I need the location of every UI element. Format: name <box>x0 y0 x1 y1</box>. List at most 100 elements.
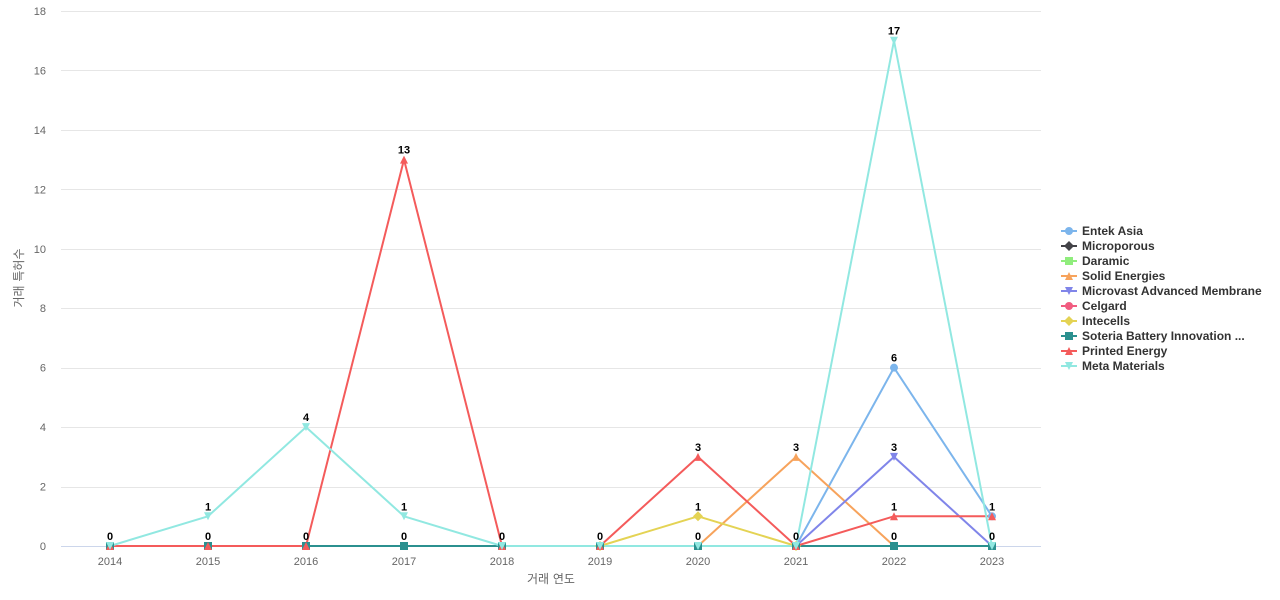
data-point-printed-energy <box>694 452 702 461</box>
legend-marker-icon <box>1065 272 1073 280</box>
data-label: 1 <box>891 501 897 513</box>
legend-marker-icon <box>1065 362 1073 370</box>
data-label: 4 <box>303 412 310 424</box>
legend-item-printed-energy[interactable]: Printed Energy <box>1061 344 1168 358</box>
legend-label: Entek Asia <box>1082 224 1143 238</box>
data-point-solid-energies <box>792 452 800 461</box>
legend-label: Daramic <box>1082 254 1130 268</box>
data-point-printed-energy <box>890 512 898 521</box>
series-line-meta-materials <box>109 39 993 547</box>
y-tick-label: 8 <box>40 303 46 315</box>
data-point-printed-energy <box>400 155 408 164</box>
data-point-meta-materials <box>106 542 114 550</box>
data-label: 1 <box>989 501 995 513</box>
data-label: 0 <box>303 531 309 543</box>
data-point-printed-energy <box>204 542 212 550</box>
data-point-meta-materials <box>694 542 702 550</box>
y-tick-label: 18 <box>34 6 46 18</box>
data-label: 3 <box>793 442 799 454</box>
data-point-intecells <box>693 511 703 522</box>
legend-label: Solid Energies <box>1082 269 1166 283</box>
data-label: 1 <box>205 501 211 513</box>
data-point-entek-asia <box>890 363 898 372</box>
x-tick-label: 2022 <box>882 556 906 568</box>
data-label: 17 <box>888 26 900 38</box>
data-point-meta-materials <box>890 36 898 45</box>
data-point-printed-energy <box>988 512 996 521</box>
legend-marker-icon <box>1065 227 1073 235</box>
y-tick-label: 10 <box>34 244 46 256</box>
data-point-microvast-advanced-membrane <box>890 452 898 461</box>
x-tick-label: 2019 <box>588 556 612 568</box>
data-label: 0 <box>793 531 799 543</box>
legend-marker-icon <box>1064 241 1074 251</box>
series-lines <box>109 39 993 547</box>
data-label: 0 <box>401 531 407 543</box>
data-label: 3 <box>695 442 701 454</box>
data-label: 1 <box>695 501 701 513</box>
x-tick-label: 2017 <box>392 556 416 568</box>
data-label: 0 <box>597 531 603 543</box>
x-tick-label: 2021 <box>784 556 808 568</box>
y-tick-label: 2 <box>40 482 46 494</box>
legend-label: Intecells <box>1082 314 1130 328</box>
series-markers <box>106 36 996 551</box>
data-point-meta-materials <box>792 542 800 550</box>
y-tick-label: 4 <box>40 422 46 434</box>
data-point-meta-materials <box>400 512 408 521</box>
x-tick-label: 2020 <box>686 556 710 568</box>
legend-item-celgard[interactable]: Celgard <box>1061 299 1127 313</box>
legend-label: Celgard <box>1082 299 1127 313</box>
legend-marker-icon <box>1065 287 1073 295</box>
legend-item-soteria-battery-innovation[interactable]: Soteria Battery Innovation ... <box>1061 329 1245 343</box>
legend-item-entek-asia[interactable]: Entek Asia <box>1061 224 1143 238</box>
legend-label: Soteria Battery Innovation ... <box>1082 329 1245 343</box>
data-label: 0 <box>891 531 897 543</box>
legend-marker-icon <box>1065 302 1073 310</box>
data-labels: 0 1 0 4 0 13 1 0 0 0 3 1 0 3 0 17 6 3 1 0 1 0 <box>107 26 995 543</box>
data-label: 0 <box>205 531 211 543</box>
data-point-meta-materials <box>498 542 506 550</box>
legend-item-solid-energies[interactable]: Solid Energies <box>1061 269 1166 283</box>
y-tick-label: 12 <box>34 184 46 196</box>
data-label: 0 <box>695 531 701 543</box>
legend-item-microporous[interactable]: Microporous <box>1061 239 1155 253</box>
y-tick-label: 0 <box>40 541 46 553</box>
data-label: 1 <box>401 501 407 513</box>
data-point-soteria-battery-innovation <box>400 542 408 550</box>
y-tick-label: 16 <box>34 65 46 77</box>
data-point-meta-materials <box>596 542 604 550</box>
legend-item-daramic[interactable]: Daramic <box>1061 254 1130 268</box>
legend-item-microvast-advanced-membrane[interactable]: Microvast Advanced Membrane <box>1061 284 1262 298</box>
legend-marker-icon <box>1065 332 1073 340</box>
data-label: 3 <box>891 442 897 454</box>
data-label: 0 <box>989 531 995 543</box>
legend-marker-icon <box>1064 316 1074 326</box>
data-label: 0 <box>499 531 505 543</box>
data-point-soteria-battery-innovation <box>890 542 898 550</box>
x-tick-label: 2014 <box>98 556 122 568</box>
x-tick-label: 2018 <box>490 556 514 568</box>
legend-label: Meta Materials <box>1082 359 1165 373</box>
legend-label: Microvast Advanced Membrane <box>1082 284 1262 298</box>
data-label: 0 <box>107 531 113 543</box>
legend-item-meta-materials[interactable]: Meta Materials <box>1061 359 1165 373</box>
data-point-printed-energy <box>302 542 310 550</box>
y-tick-label: 6 <box>40 363 46 375</box>
y-axis-title: 거래 특허수 <box>12 248 26 307</box>
data-point-meta-materials <box>302 423 310 432</box>
legend-item-intecells[interactable]: Intecells <box>1061 314 1130 328</box>
data-point-meta-materials <box>988 542 996 550</box>
data-label: 6 <box>891 353 897 365</box>
x-axis-title: 거래 연도 <box>527 572 575 586</box>
legend-marker-icon <box>1065 257 1073 265</box>
x-tick-label: 2023 <box>980 556 1004 568</box>
y-axis: 0 2 4 6 8 10 12 14 16 18 <box>34 6 46 553</box>
x-tick-label: 2015 <box>196 556 220 568</box>
y-tick-label: 14 <box>34 125 46 137</box>
data-point-meta-materials <box>204 512 212 521</box>
x-tick-label: 2016 <box>294 556 318 568</box>
data-label: 13 <box>398 145 410 157</box>
